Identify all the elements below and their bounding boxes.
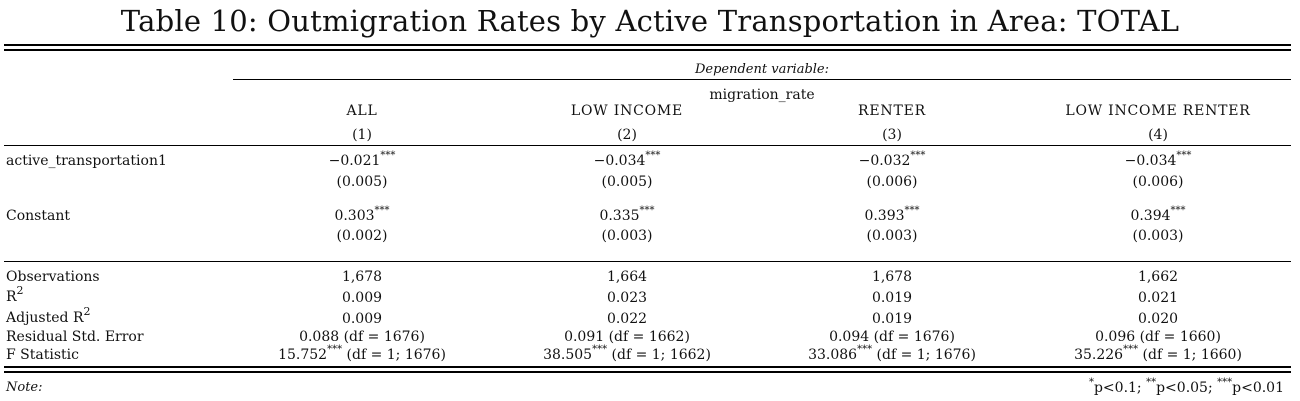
row-label-f-statistic: F Statistic xyxy=(6,347,79,363)
column-name-1: ALL xyxy=(346,103,378,119)
r-squared-2: 0.023 xyxy=(606,290,648,306)
row-label-observations: Observations xyxy=(6,269,100,285)
dependent-variable-label: Dependent variable: xyxy=(694,62,830,77)
r-squared-1: 0.009 xyxy=(341,290,383,306)
coef-constant-1: 0.303*** xyxy=(334,205,390,224)
bottom-rule-2 xyxy=(4,371,1291,373)
f-statistic-1: 15.752*** (df = 1; 1676) xyxy=(278,344,446,363)
coef-active-3: −0.032*** xyxy=(858,150,926,169)
observations-1: 1,678 xyxy=(341,269,383,285)
coefficients-rule xyxy=(4,261,1291,262)
se-constant-3: (0.003) xyxy=(866,228,918,244)
adjusted-r-squared-3: 0.019 xyxy=(871,311,913,327)
top-rule-2 xyxy=(4,49,1291,51)
se-active-4: (0.006) xyxy=(1132,174,1184,190)
dependent-variable-name: migration_rate xyxy=(709,87,815,103)
significance-note: *p<0.1; **p<0.05; ***p<0.01 xyxy=(1088,377,1284,396)
se-active-2: (0.005) xyxy=(601,174,653,190)
se-active-1: (0.005) xyxy=(336,174,388,190)
dependent-variable-rule xyxy=(233,79,1291,80)
f-statistic-4: 35.226*** (df = 1; 1660) xyxy=(1074,344,1242,363)
residual-std-error-2: 0.091 (df = 1662) xyxy=(564,329,690,345)
note-label: Note: xyxy=(6,380,43,395)
observations-2: 1,664 xyxy=(606,269,648,285)
coef-active-4: −0.034*** xyxy=(1124,150,1192,169)
observations-4: 1,662 xyxy=(1137,269,1179,285)
adjusted-r-squared-1: 0.009 xyxy=(341,311,383,327)
residual-std-error-3: 0.094 (df = 1676) xyxy=(829,329,955,345)
observations-3: 1,678 xyxy=(871,269,913,285)
se-constant-2: (0.003) xyxy=(601,228,653,244)
f-statistic-3: 33.086*** (df = 1; 1676) xyxy=(808,344,976,363)
table-title: Table 10: Outmigration Rates by Active T… xyxy=(120,4,1180,38)
top-rule-1 xyxy=(4,44,1291,46)
coef-constant-2: 0.335*** xyxy=(599,205,655,224)
se-constant-1: (0.002) xyxy=(336,228,388,244)
column-name-2: LOW INCOME xyxy=(570,103,684,119)
header-rule xyxy=(4,145,1291,146)
column-name-3: RENTER xyxy=(858,103,926,119)
column-number-4: (4) xyxy=(1148,127,1168,143)
row-label-constant: Constant xyxy=(6,208,70,224)
column-name-4: LOW INCOME RENTER xyxy=(1065,103,1251,119)
row-label-residual-std-error: Residual Std. Error xyxy=(6,329,144,345)
coef-constant-4: 0.394*** xyxy=(1130,205,1186,224)
column-number-3: (3) xyxy=(882,127,902,143)
r-squared-4: 0.021 xyxy=(1137,290,1179,306)
r-squared-3: 0.019 xyxy=(871,290,913,306)
residual-std-error-1: 0.088 (df = 1676) xyxy=(299,329,425,345)
coef-active-2: −0.034*** xyxy=(593,150,661,169)
residual-std-error-4: 0.096 (df = 1660) xyxy=(1095,329,1221,345)
adjusted-r-squared-4: 0.020 xyxy=(1137,311,1179,327)
se-constant-4: (0.003) xyxy=(1132,228,1184,244)
coef-active-1: −0.021*** xyxy=(328,150,396,169)
row-label-adjusted-r-squared: Adjusted R2 xyxy=(6,305,91,326)
row-label-active-transportation: active_transportation1 xyxy=(6,153,167,169)
column-number-1: (1) xyxy=(352,127,372,143)
se-active-3: (0.006) xyxy=(866,174,918,190)
f-statistic-2: 38.505*** (df = 1; 1662) xyxy=(543,344,711,363)
coef-constant-3: 0.393*** xyxy=(864,205,920,224)
column-number-2: (2) xyxy=(617,127,637,143)
row-label-r-squared: R2 xyxy=(6,284,24,305)
adjusted-r-squared-2: 0.022 xyxy=(606,311,648,327)
bottom-rule-1 xyxy=(4,366,1291,368)
